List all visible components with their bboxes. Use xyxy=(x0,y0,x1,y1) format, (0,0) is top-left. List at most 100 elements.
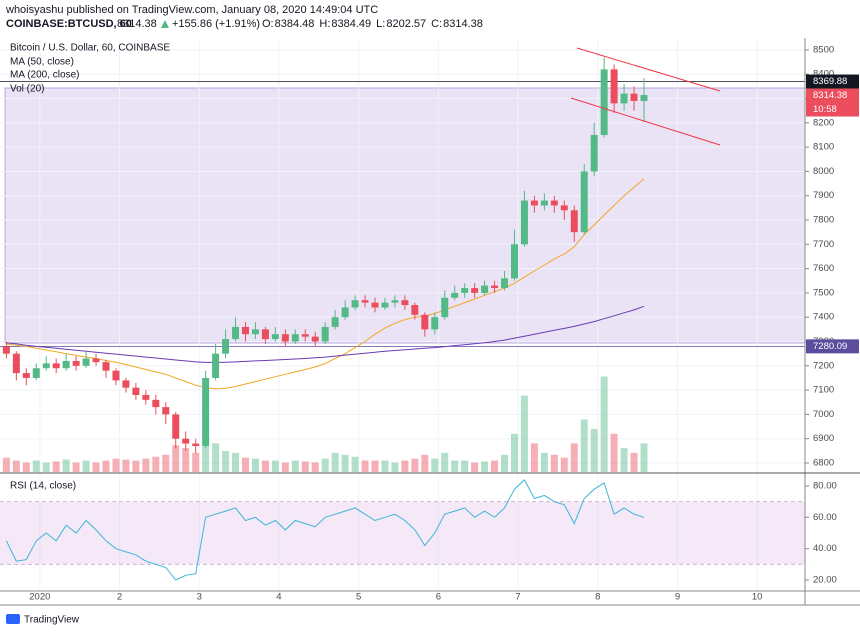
volume-bar xyxy=(520,395,528,472)
volume-bar xyxy=(102,460,110,472)
symbol: COINBASE:BTCUSD, 60 xyxy=(6,18,132,30)
candle-body xyxy=(301,334,309,337)
volume-bar xyxy=(202,429,210,472)
candle-body xyxy=(351,300,359,308)
ohlc-value: 8314.38 xyxy=(443,18,483,30)
last-price-label-box xyxy=(806,88,859,103)
candle-body xyxy=(261,329,269,340)
candle-body xyxy=(202,377,210,446)
candle-body xyxy=(421,314,429,330)
rsi-line xyxy=(5,478,645,581)
volume-bar xyxy=(610,433,618,472)
volume-bar xyxy=(441,452,449,472)
candle-body xyxy=(291,334,299,342)
volume-bar xyxy=(560,457,568,472)
volume-bar xyxy=(182,448,190,472)
trend-line xyxy=(576,47,721,92)
x-tick-label: 3 xyxy=(197,592,202,603)
candle-body xyxy=(540,200,548,206)
volume-bar xyxy=(411,458,419,472)
y-tick-label: 6800 xyxy=(813,458,834,469)
candle-body xyxy=(520,200,528,245)
candle-body xyxy=(510,244,518,279)
volume-bar xyxy=(481,461,489,472)
candle-body xyxy=(441,297,449,318)
trend-line xyxy=(570,97,721,146)
candle-body xyxy=(112,370,120,381)
volume-bar xyxy=(152,456,160,472)
candle-body xyxy=(271,334,279,340)
candle-body xyxy=(461,288,469,293)
frame xyxy=(0,38,860,606)
volume-bar xyxy=(82,460,90,472)
x-tick-label: 2020 xyxy=(29,592,50,603)
ohlc-label: C: xyxy=(431,18,442,30)
volume-bar xyxy=(271,460,279,472)
candle-body xyxy=(132,387,140,395)
rsi-tick-label: 60.00 xyxy=(813,512,837,523)
volume-bar xyxy=(122,459,130,472)
volume-bar xyxy=(600,376,608,472)
volume-bar xyxy=(52,461,60,472)
candle-body xyxy=(640,95,648,101)
y-tick-label: 8100 xyxy=(813,142,834,153)
candle-body xyxy=(391,300,399,303)
volume-bar xyxy=(162,454,170,472)
x-tick-label: 10 xyxy=(752,592,763,603)
candle-body xyxy=(251,329,259,335)
volume-bar xyxy=(222,451,230,472)
candle-body xyxy=(52,363,60,369)
volume-bar xyxy=(72,462,80,472)
volume-bar xyxy=(580,419,588,472)
candle-body xyxy=(431,317,439,330)
trend-lines xyxy=(570,47,721,146)
candle-body xyxy=(321,326,329,342)
volume-bar xyxy=(281,462,289,472)
ohlc-value: 8384.48 xyxy=(275,18,315,30)
up-arrow xyxy=(161,20,169,28)
x-tick-label: 2 xyxy=(117,592,122,603)
candle-body xyxy=(42,363,50,369)
candle-body xyxy=(580,171,588,233)
candle-body xyxy=(232,326,240,340)
volume-bar xyxy=(351,456,359,472)
y-tick-label: 7800 xyxy=(813,215,834,226)
candle-body xyxy=(331,317,339,327)
volume-bar xyxy=(530,443,538,472)
rsi-tick-label: 40.00 xyxy=(813,543,837,554)
volume-bar xyxy=(510,433,518,472)
y-tick-label: 7700 xyxy=(813,239,834,250)
candle-body xyxy=(411,305,419,315)
logo: TradingView xyxy=(6,614,80,626)
ohlc-value: 8384.49 xyxy=(331,18,371,30)
y-tick-label: 7900 xyxy=(813,190,834,201)
volume-bar xyxy=(92,462,100,472)
volume-bar xyxy=(391,462,399,472)
change: +155.86 (+1.91%) xyxy=(172,18,260,30)
volume-bar xyxy=(620,448,628,472)
candle-body xyxy=(172,414,180,439)
candle-body xyxy=(162,407,170,415)
volume-bar xyxy=(431,458,439,472)
volume-bar xyxy=(22,462,30,472)
y-tick-label: 7400 xyxy=(813,312,834,323)
volume-bar xyxy=(640,443,648,472)
candle-body xyxy=(2,346,10,354)
y-tick-label: 8400 xyxy=(813,69,834,80)
volume-bar xyxy=(331,452,339,472)
volume-bar xyxy=(590,429,598,472)
ma-line xyxy=(6,178,645,390)
candle-body xyxy=(102,362,110,371)
candle-body xyxy=(241,326,249,335)
candle-body xyxy=(481,285,489,293)
candle-body xyxy=(12,353,20,374)
volume-bar xyxy=(311,462,319,472)
candle-body xyxy=(62,360,70,369)
candle-body xyxy=(192,443,200,446)
volume-bar xyxy=(381,460,389,472)
volume-bar xyxy=(62,459,70,472)
candle-body xyxy=(182,438,190,444)
volume-bar xyxy=(291,460,299,472)
candle-body xyxy=(620,93,628,104)
